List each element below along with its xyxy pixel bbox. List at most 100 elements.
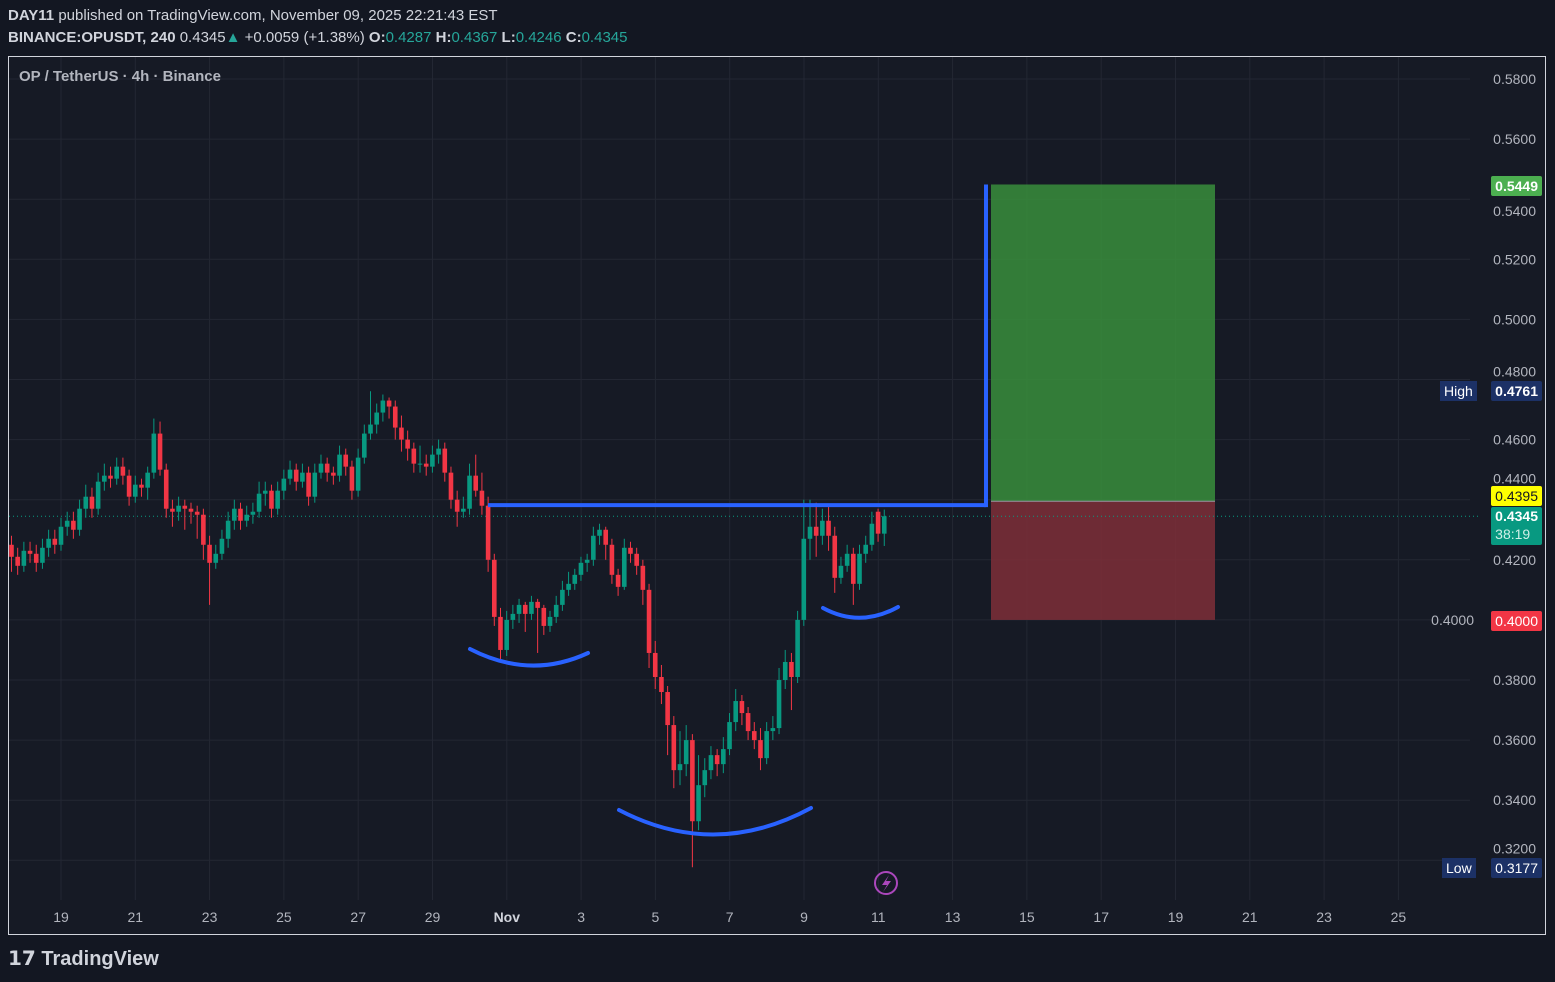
candle-body xyxy=(411,448,417,464)
candle-body xyxy=(188,508,194,512)
date-tick: 7 xyxy=(726,909,734,925)
candle xyxy=(708,746,714,780)
candle xyxy=(553,595,559,623)
candle xyxy=(820,508,825,545)
candle xyxy=(126,469,132,506)
candle xyxy=(498,607,503,659)
candle-body xyxy=(306,472,311,497)
chart-frame[interactable] xyxy=(8,56,1546,935)
candle xyxy=(405,430,410,461)
candle xyxy=(454,490,460,527)
candle-body xyxy=(628,547,633,554)
candle-body xyxy=(417,463,423,465)
candle xyxy=(430,445,435,473)
candle xyxy=(145,466,150,500)
date-tick: 9 xyxy=(800,909,808,925)
candle-body xyxy=(702,770,708,786)
candle-body xyxy=(21,550,27,566)
candle xyxy=(683,725,689,777)
candle-body xyxy=(820,520,825,536)
candle-body xyxy=(541,607,547,626)
candle xyxy=(609,538,615,584)
candle-body xyxy=(801,538,807,620)
candle xyxy=(114,457,120,485)
candle-body xyxy=(312,472,318,497)
candle-body xyxy=(634,553,639,566)
high-label: H: xyxy=(435,29,452,46)
candle xyxy=(71,511,76,539)
date-tick: 17 xyxy=(1093,909,1109,925)
candle-body xyxy=(739,701,745,714)
candle xyxy=(275,481,280,515)
candle-body xyxy=(392,406,398,428)
target-price-label: 0.5449 xyxy=(1491,176,1542,196)
tradingview-logo[interactable]: 𝟭𝟳 TradingView xyxy=(8,946,159,971)
candle xyxy=(324,457,330,482)
candle-body xyxy=(652,652,658,677)
candle xyxy=(368,391,373,440)
candle xyxy=(102,463,107,491)
candle-body xyxy=(535,601,540,608)
candle-body xyxy=(485,505,491,560)
candle-body xyxy=(745,713,751,732)
candle xyxy=(250,502,256,524)
candle xyxy=(652,640,658,690)
candle xyxy=(597,523,602,545)
price-tick: 0.5200 xyxy=(1493,251,1536,267)
head-arc[interactable] xyxy=(617,806,813,837)
candle-body xyxy=(182,505,188,509)
candle xyxy=(615,568,621,596)
date-tick: 15 xyxy=(1019,909,1035,925)
candle xyxy=(362,424,367,464)
candle-body xyxy=(473,475,479,491)
lightning-icon[interactable] xyxy=(874,871,898,895)
candle xyxy=(795,610,800,684)
date-tick: Nov xyxy=(494,909,521,925)
left-shoulder-arc[interactable] xyxy=(468,647,590,668)
candle-body xyxy=(244,514,249,521)
author[interactable]: DAY11 xyxy=(8,7,55,24)
right-shoulder-arc[interactable] xyxy=(821,605,900,620)
date-tick: 21 xyxy=(128,909,144,925)
candle-body xyxy=(349,466,355,491)
candle xyxy=(331,466,336,485)
date-tick: 21 xyxy=(1242,909,1258,925)
candle-body xyxy=(64,520,70,527)
candle-body xyxy=(708,755,714,771)
candle-body xyxy=(300,472,305,482)
candle-body xyxy=(262,490,268,494)
candle-body xyxy=(665,692,670,726)
candle xyxy=(52,529,58,554)
candle-body xyxy=(714,755,720,765)
candle xyxy=(745,707,751,741)
candle xyxy=(207,535,212,605)
candle-body xyxy=(467,475,472,509)
candle xyxy=(448,466,454,509)
candle xyxy=(789,652,794,711)
candle-body xyxy=(219,538,225,554)
candle xyxy=(355,448,361,497)
candle xyxy=(776,667,782,735)
candle-body xyxy=(58,526,64,545)
candle-body xyxy=(120,466,126,476)
price-tick: 0.4600 xyxy=(1493,432,1536,448)
candle xyxy=(739,695,745,726)
candle xyxy=(572,568,578,590)
candle xyxy=(473,454,479,497)
candle-body xyxy=(442,448,448,473)
candle-body xyxy=(145,472,150,488)
candle xyxy=(764,722,769,765)
candle xyxy=(386,397,392,419)
candle-body xyxy=(337,454,342,476)
candle xyxy=(108,466,113,488)
high-price-label: 0.4761 xyxy=(1491,381,1542,401)
current-price-label: 0.4345 38:19 xyxy=(1491,507,1542,545)
chart-legend[interactable]: OP / TetherUS · 4h · Binance xyxy=(19,68,221,85)
entry-price-label: 0.4395 xyxy=(1491,486,1542,506)
candle xyxy=(621,538,627,590)
price-tick: 0.3200 xyxy=(1493,840,1536,856)
candle-body xyxy=(671,725,677,771)
logo-icon: 𝟭𝟳 xyxy=(8,948,36,970)
candle xyxy=(634,547,639,575)
